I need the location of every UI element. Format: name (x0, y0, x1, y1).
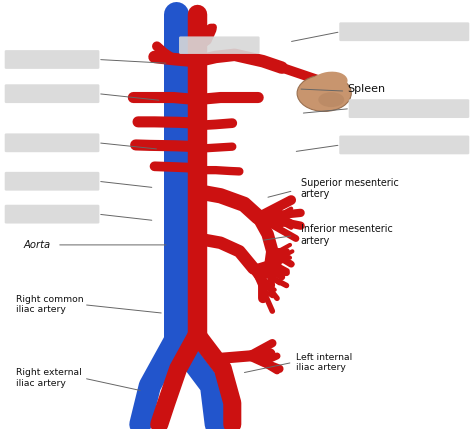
Text: Left internal
iliac artery: Left internal iliac artery (296, 353, 352, 372)
FancyBboxPatch shape (5, 50, 100, 69)
FancyBboxPatch shape (179, 37, 260, 54)
Text: Spleen: Spleen (348, 84, 386, 94)
Ellipse shape (302, 88, 337, 107)
Text: Aorta: Aorta (24, 240, 51, 250)
Ellipse shape (310, 72, 347, 93)
FancyBboxPatch shape (5, 172, 100, 190)
FancyBboxPatch shape (339, 22, 469, 41)
FancyBboxPatch shape (339, 135, 469, 154)
FancyBboxPatch shape (5, 133, 100, 152)
Text: Superior mesenteric
artery: Superior mesenteric artery (301, 178, 398, 200)
Ellipse shape (166, 16, 185, 34)
FancyBboxPatch shape (349, 99, 469, 118)
FancyBboxPatch shape (5, 205, 100, 224)
Text: Inferior mesenteric
artery: Inferior mesenteric artery (301, 224, 392, 246)
Ellipse shape (190, 12, 204, 29)
Ellipse shape (297, 75, 351, 111)
Text: Right common
iliac artery: Right common iliac artery (16, 295, 83, 314)
FancyBboxPatch shape (5, 84, 100, 103)
Text: Right external
iliac artery: Right external iliac artery (16, 369, 81, 388)
Ellipse shape (318, 92, 344, 107)
